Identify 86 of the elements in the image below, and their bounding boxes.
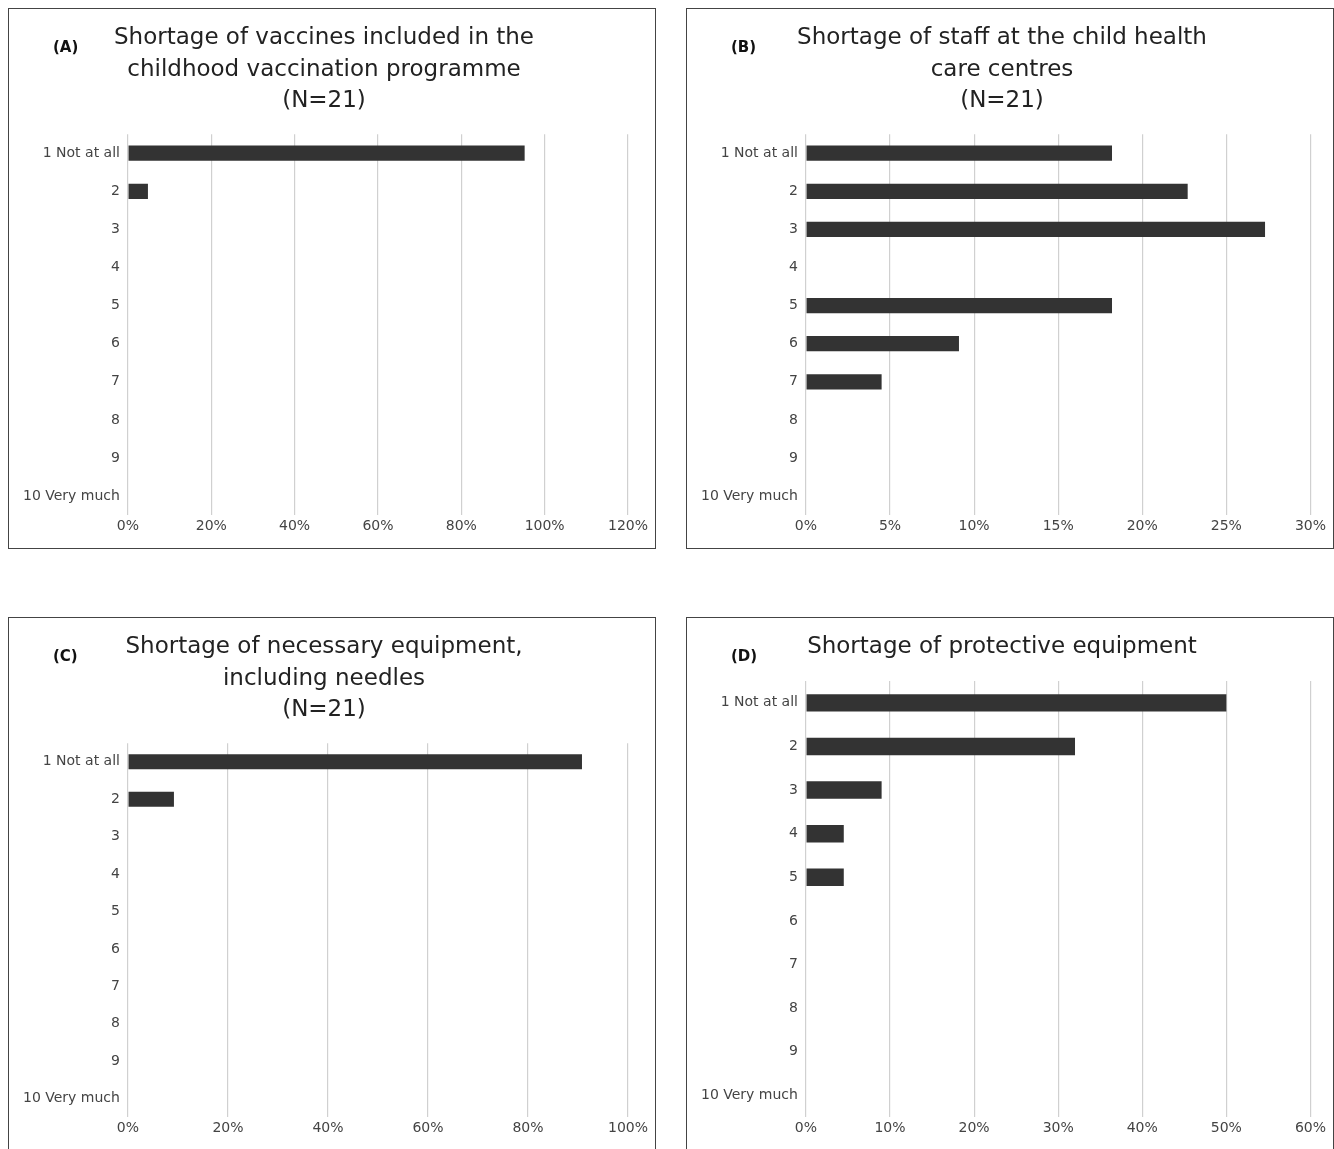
x-tick-label: 20% — [195, 517, 227, 534]
y-tick-label: 1 Not at all — [720, 143, 798, 160]
x-tick-label: 50% — [1210, 1119, 1242, 1136]
y-tick-label: 4 — [111, 864, 121, 881]
y-tick-label: 7 — [111, 372, 120, 389]
y-tick-label: 2 — [789, 737, 798, 754]
text: (D) — [731, 647, 758, 666]
text: (C) — [53, 647, 78, 666]
bar — [806, 374, 882, 390]
y-tick-label: 9 — [789, 1042, 798, 1059]
y-tick-label: 6 — [111, 939, 121, 956]
x-tick-label: 120% — [607, 517, 648, 534]
x-tick-label: 0% — [794, 517, 818, 534]
y-tick-label: 8 — [111, 410, 120, 427]
y-tick-label: 5 — [789, 867, 798, 884]
bar — [806, 298, 1112, 314]
x-tick-label: 10% — [958, 517, 990, 534]
y-tick-label: 2 — [111, 181, 120, 198]
x-tick-label: 80% — [445, 517, 477, 534]
chart-title: Shortage of necessary equipment, including needles (N=21) — [125, 632, 523, 721]
bar — [806, 183, 1188, 199]
x-tick-label: 20% — [958, 1119, 990, 1136]
y-tick-label: 4 — [111, 258, 121, 275]
y-tick-label: 8 — [789, 998, 798, 1015]
x-tick-label: 60% — [412, 1119, 444, 1136]
y-tick-label: 2 — [789, 181, 798, 198]
y-tick-label: 3 — [789, 780, 798, 797]
y-tick-label: 10 Very much — [700, 486, 798, 503]
y-tick-label: 2 — [111, 789, 120, 806]
y-tick-label: 8 — [111, 1014, 120, 1031]
y-tick-label: 1 Not at all — [720, 693, 798, 710]
text: (B) — [731, 38, 757, 57]
y-tick-label: 6 — [111, 334, 121, 351]
y-tick-label: 5 — [789, 296, 798, 313]
x-tick-label: 60% — [1294, 1119, 1326, 1136]
bar — [806, 221, 1266, 238]
chart-title: Shortage of protective equipment — [807, 632, 1197, 659]
x-tick-label: 40% — [279, 517, 311, 534]
x-tick-label: 100% — [524, 517, 565, 534]
y-tick-label: 10 Very much — [700, 1086, 798, 1103]
x-tick-label: 5% — [878, 517, 902, 534]
x-tick-label: 40% — [1126, 1119, 1158, 1136]
y-tick-label: 3 — [111, 827, 120, 844]
x-tick-label: 100% — [607, 1119, 648, 1136]
x-tick-label: 30% — [1042, 1119, 1074, 1136]
x-tick-label: 0% — [794, 1119, 818, 1136]
y-tick-label: 7 — [789, 372, 798, 389]
x-tick-label: 25% — [1210, 517, 1242, 534]
x-tick-label: 10% — [874, 1119, 906, 1136]
x-tick-label: 80% — [512, 1119, 544, 1136]
y-tick-label: 5 — [111, 296, 120, 313]
bar — [806, 824, 844, 843]
y-tick-label: 6 — [789, 911, 799, 928]
y-tick-label: 8 — [789, 410, 798, 427]
text: (A) — [53, 38, 79, 57]
y-tick-label: 6 — [789, 334, 799, 351]
y-tick-label: 9 — [111, 1051, 120, 1068]
x-tick-label: 15% — [1042, 517, 1074, 534]
y-tick-label: 1 Not at all — [42, 752, 120, 769]
bar — [806, 336, 959, 352]
x-tick-label: 0% — [116, 517, 140, 534]
y-tick-label: 5 — [111, 902, 120, 919]
y-tick-label: 3 — [789, 220, 798, 237]
y-tick-label: 4 — [789, 824, 799, 841]
bar — [806, 781, 882, 799]
bar — [806, 145, 1112, 161]
bar — [806, 694, 1227, 712]
y-tick-label: 10 Very much — [22, 1089, 120, 1106]
y-tick-label: 1 Not at all — [42, 143, 120, 160]
y-tick-label: 7 — [111, 976, 120, 993]
bar — [806, 868, 844, 887]
y-tick-label: 7 — [789, 955, 798, 972]
chart-title: Shortage of staff at the child health care centres (N=21) — [797, 23, 1207, 112]
y-tick-label: 9 — [111, 448, 120, 465]
y-tick-label: 9 — [789, 448, 798, 465]
x-tick-label: 30% — [1294, 517, 1326, 534]
x-tick-label: 40% — [312, 1119, 344, 1136]
y-tick-label: 3 — [111, 220, 120, 237]
x-tick-label: 20% — [1126, 517, 1158, 534]
chart-title: Shortage of vaccines included in the childhood vaccination programme (N=21) — [113, 23, 535, 112]
x-tick-label: 0% — [116, 1119, 140, 1136]
x-tick-label: 20% — [212, 1119, 244, 1136]
x-tick-label: 60% — [362, 517, 394, 534]
bar — [806, 737, 1076, 756]
y-tick-label: 4 — [789, 258, 799, 275]
y-tick-label: 10 Very much — [22, 486, 120, 503]
